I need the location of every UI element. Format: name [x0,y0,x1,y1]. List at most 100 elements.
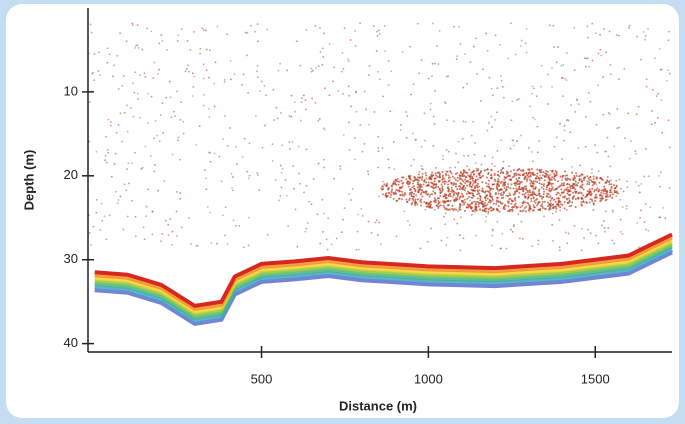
school-dot [564,174,567,177]
school-dot [474,206,477,209]
echo-dot [491,156,494,159]
echo-dot [565,209,568,211]
school-dot [463,203,466,206]
echo-dot [305,148,308,151]
echo-dot [644,38,646,41]
echo-dot [199,47,202,50]
echo-dot [516,139,518,142]
echo-dot [323,87,326,90]
echo-dot [349,39,352,41]
echo-dot [405,111,408,113]
echo-dot [456,55,459,58]
echo-dot [140,167,143,170]
echo-dot [323,212,325,215]
school-dot [481,174,484,177]
echo-dot [203,169,206,172]
echo-dot [247,244,250,247]
echo-dot [347,121,350,124]
echo-dot [453,25,455,28]
echo-dot [573,225,576,227]
school-dot [557,192,560,195]
echo-dot [176,40,179,42]
echo-dot [560,77,563,79]
echo-dot [609,64,612,66]
echo-dot [378,29,380,32]
echo-dot [496,111,498,114]
echo-dot [482,68,484,71]
school-dot [559,194,562,197]
echo-dot [512,225,515,228]
school-dot [521,210,524,213]
school-dot [546,205,549,208]
school-dot [412,199,415,202]
school-dot [402,181,405,184]
school-dot [568,197,571,200]
echo-dot [294,208,297,211]
school-dot [407,185,410,188]
school-dot [487,183,490,186]
echo-dot [122,228,125,231]
echo-dot [106,61,109,64]
echo-dot [328,94,331,97]
echo-dot [505,247,508,250]
echo-dot [605,51,607,54]
school-dot [416,176,419,179]
echo-dot [322,230,324,233]
school-dot [524,176,527,179]
school-dot [396,189,399,192]
echo-dot [567,232,570,235]
echo-dot [164,219,167,222]
echo-dot [474,162,477,165]
echo-dot [319,50,322,53]
school-dot [446,204,449,207]
school-dot [537,190,540,193]
echo-dot [119,112,122,115]
echo-dot [587,36,590,39]
school-dot [500,170,503,173]
echo-dot [403,210,406,213]
school-dot [537,201,540,204]
echo-dot [136,24,139,27]
school-dot [430,193,433,196]
school-dot [501,202,504,205]
school-dot [461,192,464,195]
school-dot [380,187,383,190]
echo-dot [513,144,515,147]
school-dot [514,199,517,202]
echo-dot [133,91,136,94]
echo-dot [299,119,302,122]
school-dot [447,188,450,191]
echo-dot [201,27,204,30]
school-dot [439,189,442,192]
school-dot [476,169,479,172]
echo-dot [290,115,293,118]
school-dot [466,197,469,200]
school-dot [414,204,417,207]
school-dot [402,176,405,179]
echo-dot [420,165,423,168]
echo-dot [288,115,291,117]
echo-dot [511,100,514,103]
school-dot [462,180,465,183]
echo-dot [110,175,113,178]
school-dot [514,196,517,199]
echo-dot [615,195,618,197]
echo-dot [158,42,161,45]
school-dot [548,208,551,211]
echo-dot [150,30,153,33]
echo-dot [374,221,377,224]
school-dot [546,170,549,173]
school-dot [562,174,565,177]
echo-dot [525,51,528,54]
school-dot [479,171,482,174]
school-dot [515,206,518,209]
echo-dot [445,244,448,246]
echo-dot [359,22,361,25]
echo-dot [484,220,487,223]
echo-dot [377,146,380,149]
echo-dot [341,51,344,54]
echo-dot [561,158,564,160]
echo-dot [138,116,141,119]
school-dot [434,199,437,202]
echo-dot [426,240,429,243]
